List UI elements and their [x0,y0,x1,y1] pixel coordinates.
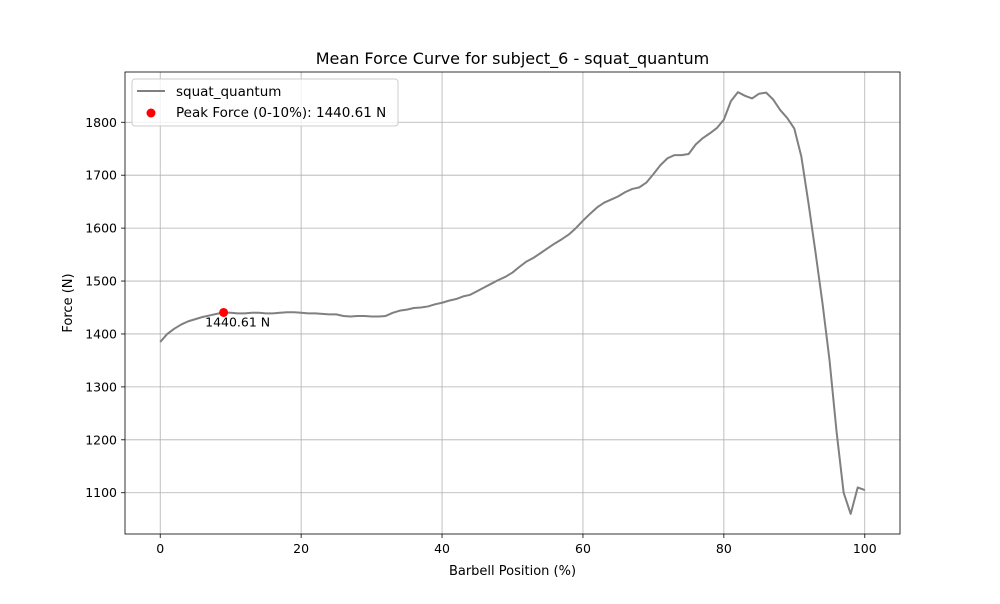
x-tick-label: 40 [434,541,450,556]
axes [124,71,901,535]
y-tick-label: 1300 [85,379,117,394]
x-tick-label: 60 [575,541,591,556]
chart-title: Mean Force Curve for subject_6 - squat_q… [316,49,710,69]
legend-entry-peak: Peak Force (0-10%): 1440.61 N [176,105,386,121]
annotations: 1440.61 N [205,314,270,329]
x-tick-label: 80 [716,541,732,556]
x-tick-label: 100 [853,541,877,556]
y-tick-label: 1700 [85,168,117,183]
x-axis-label: Barbell Position (%) [449,564,576,579]
y-tick-label: 1500 [85,274,117,289]
legend-entry-line: squat_quantum [176,84,281,100]
series-layer [159,91,866,515]
legend: squat_quantum Peak Force (0-10%): 1440.6… [131,78,399,127]
legend-marker-swatch [146,108,156,118]
tick-labels: 0 20 40 60 80 100 1100 1200 1300 1400 1500 1600 1700… [85,115,877,556]
peak-force-annotation: 1440.61 N [205,314,270,329]
y-tick-label: 1800 [85,115,117,130]
series-line-squat-quantum [159,91,866,515]
legend-box [131,78,399,127]
x-tick-label: 0 [156,541,164,556]
peak-force-point [219,307,229,317]
y-tick-label: 1100 [85,485,117,500]
y-tick-label: 1200 [85,432,117,447]
x-tick-label: 20 [293,541,309,556]
y-axis-label: Force (N) [61,273,76,332]
y-tick-label: 1400 [85,326,117,341]
plot-frame [124,71,901,535]
y-tick-label: 1600 [85,221,117,236]
